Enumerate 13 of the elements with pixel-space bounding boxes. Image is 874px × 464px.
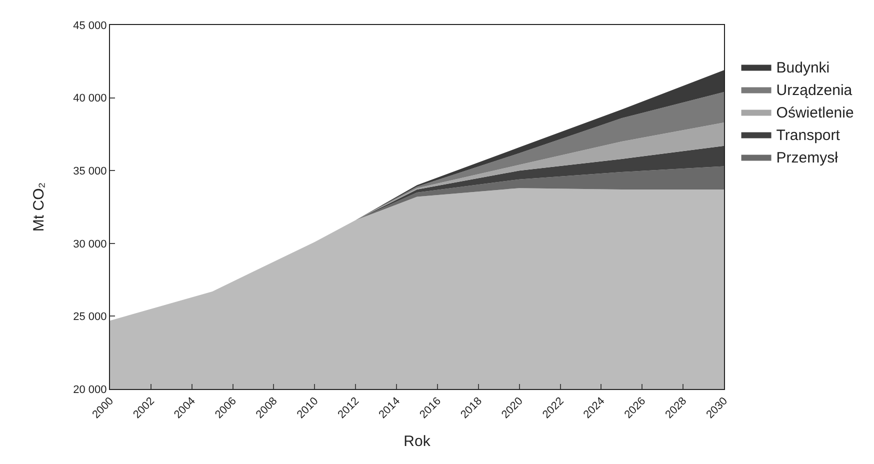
legend-label: Oświetlenie	[776, 104, 854, 122]
y-tick-label: 20 000	[73, 384, 107, 396]
y-tick-label: 45 000	[73, 20, 107, 32]
y-axis-title: Mt CO₂	[30, 182, 48, 232]
y-tick-label: 30 000	[73, 238, 107, 250]
legend-label: Transport	[776, 127, 841, 144]
y-tick-label: 40 000	[73, 92, 107, 105]
y-tick-label: 35 000	[73, 165, 107, 178]
legend-label: Przemysł	[776, 150, 839, 167]
x-axis-title: Rok	[404, 433, 431, 450]
legend-label: Budynki	[776, 60, 830, 77]
y-tick-label: 25 000	[73, 311, 107, 324]
legend-label: Urządzenia	[776, 82, 853, 100]
